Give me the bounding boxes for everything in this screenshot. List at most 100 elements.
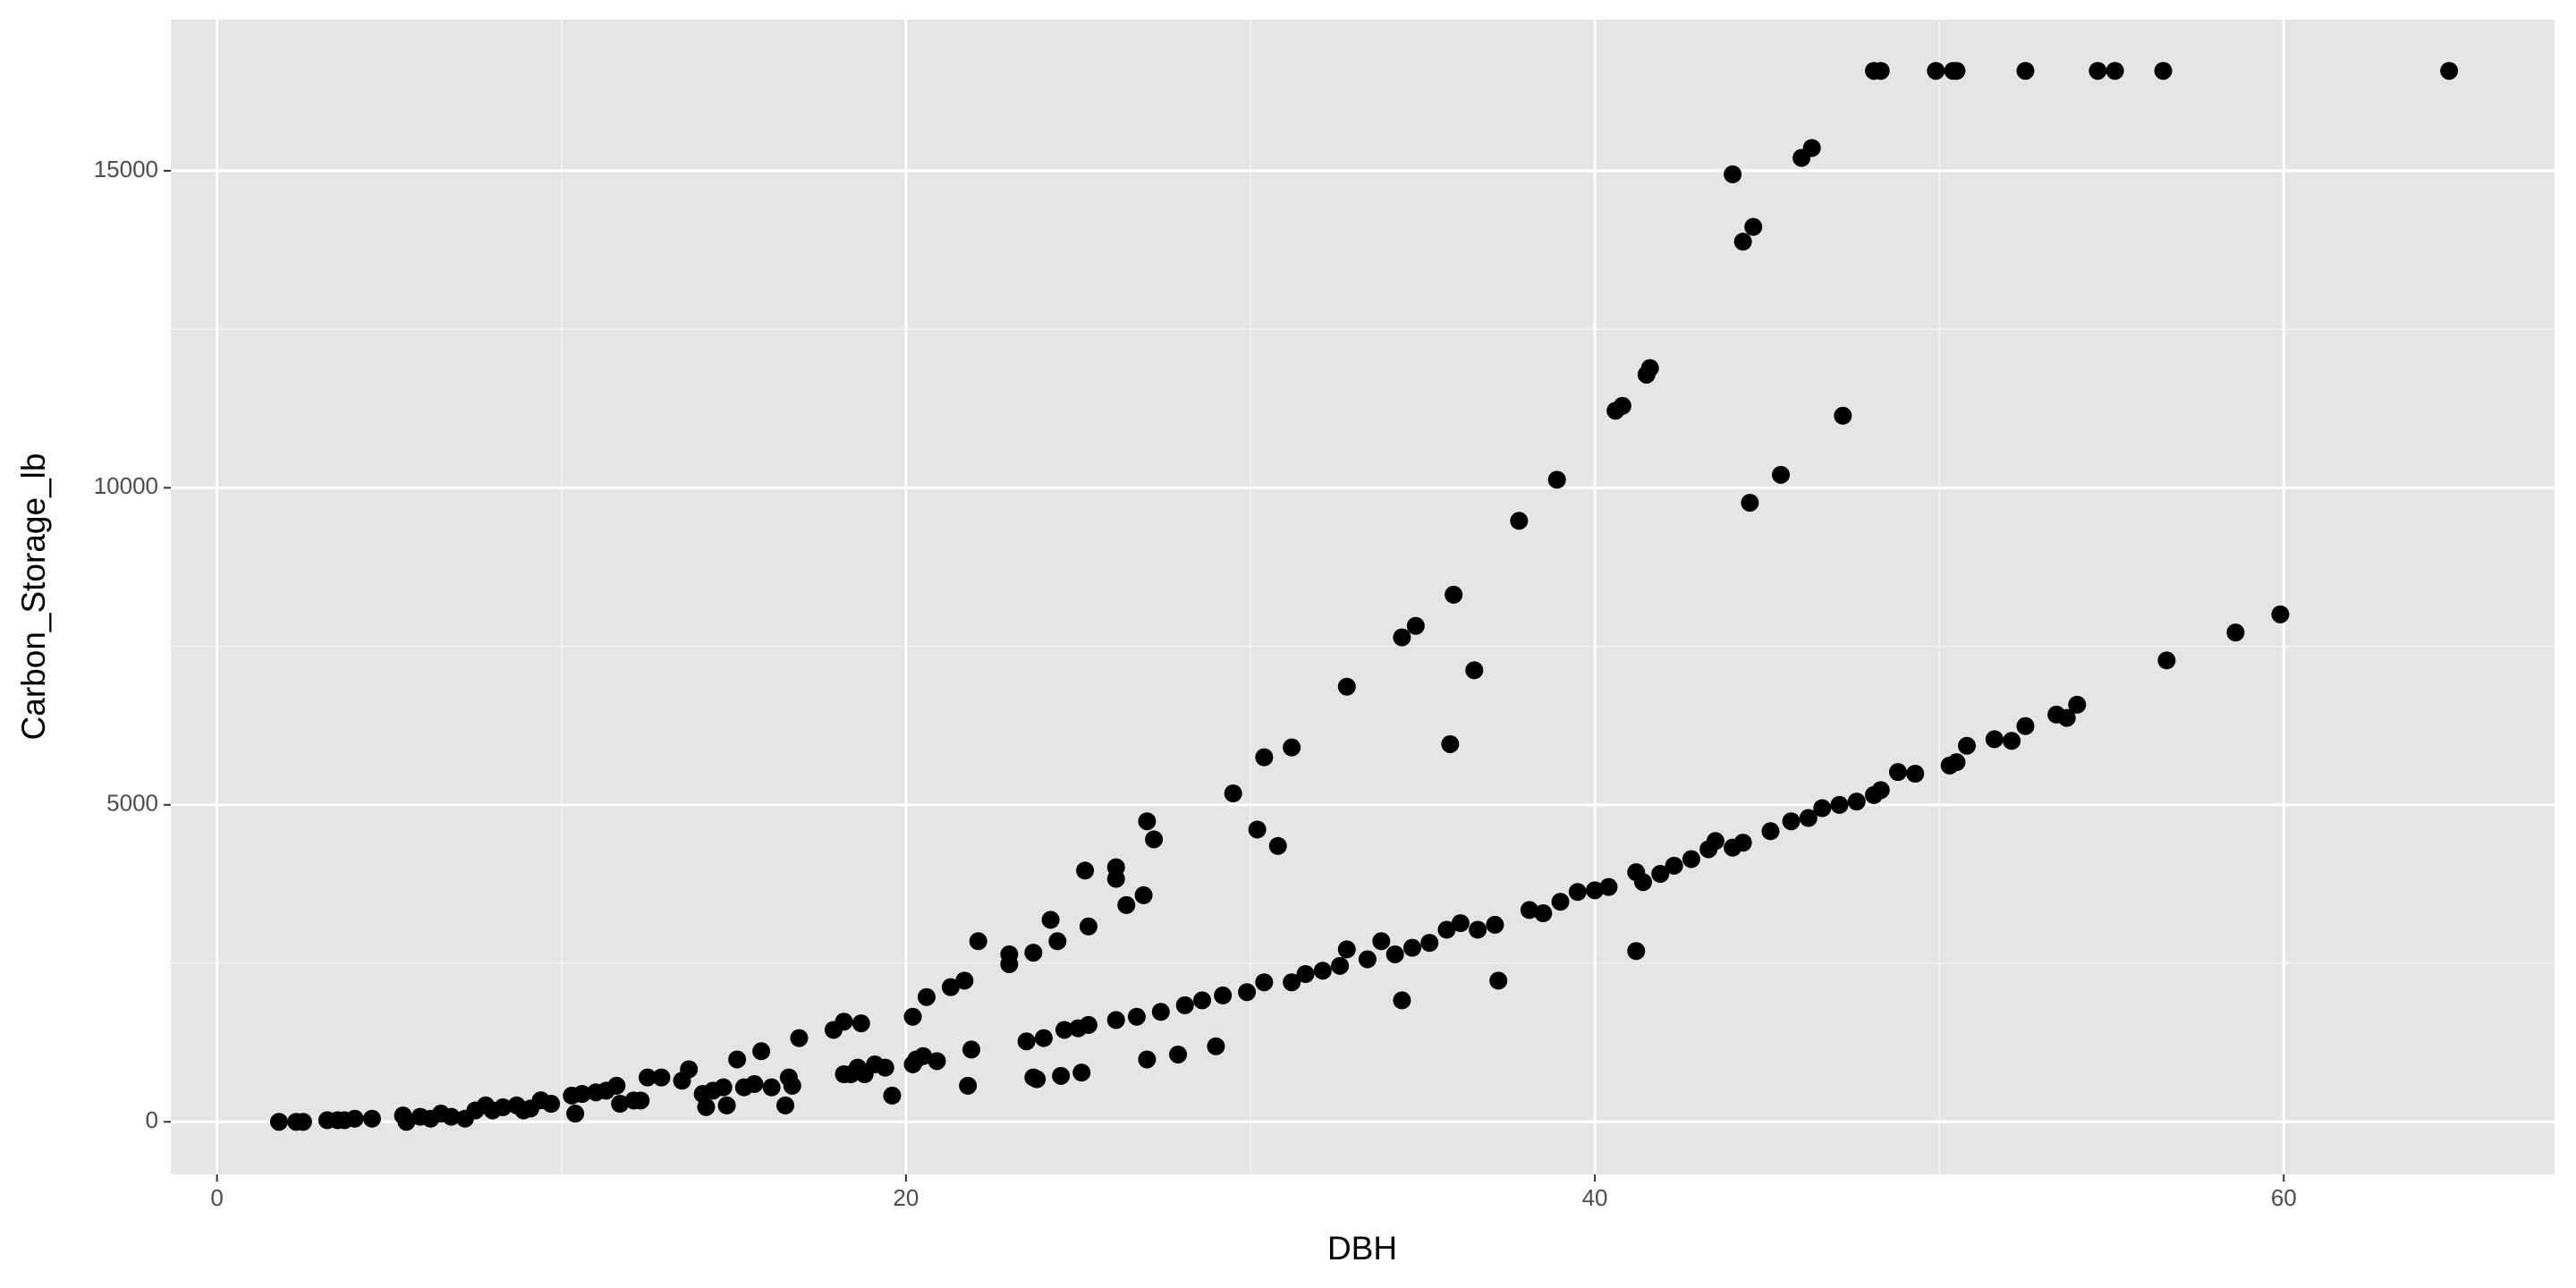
point [1551, 893, 1570, 911]
point [1337, 940, 1356, 959]
point [1586, 881, 1605, 900]
point [2068, 695, 2087, 714]
point [1802, 139, 1821, 157]
x-tick-label: 60 [2271, 1184, 2297, 1211]
y-axis-title: Carbon_Storage_lb [15, 453, 52, 741]
point [1134, 886, 1153, 904]
point [1358, 950, 1377, 969]
point [969, 932, 987, 951]
point [2057, 708, 2076, 727]
point [1000, 955, 1019, 974]
point [1079, 917, 1097, 936]
point [1640, 359, 1659, 377]
point [1313, 962, 1332, 980]
point [1248, 820, 1267, 839]
point [955, 971, 974, 990]
point [835, 1013, 853, 1031]
point [1465, 661, 1484, 680]
point [1268, 836, 1287, 855]
point [1028, 1070, 1046, 1089]
point [1469, 920, 1487, 939]
point [1441, 734, 1460, 753]
point [1947, 62, 1966, 80]
point [680, 1060, 699, 1079]
point [1547, 470, 1566, 489]
point [1741, 494, 1759, 513]
point [790, 1029, 809, 1047]
point [717, 1096, 736, 1114]
point [652, 1068, 671, 1087]
point [1255, 973, 1274, 992]
x-tick-label: 20 [893, 1184, 919, 1211]
point [1138, 1050, 1157, 1069]
point [1145, 830, 1164, 849]
point [1682, 850, 1700, 869]
point [1486, 915, 1504, 934]
point [1393, 991, 1411, 1010]
point [494, 1097, 513, 1116]
point [1927, 62, 1945, 80]
point [1782, 812, 1801, 831]
point [1724, 165, 1742, 183]
point [1733, 834, 1752, 852]
point [1138, 812, 1157, 831]
point [1510, 512, 1529, 530]
point [1106, 869, 1125, 888]
point [2016, 62, 2035, 80]
point [2016, 716, 2035, 735]
point [1041, 911, 1060, 929]
point [914, 1046, 933, 1065]
point [2003, 732, 2021, 750]
point [1283, 738, 1301, 757]
point [2157, 651, 2176, 670]
point [1151, 1003, 1170, 1021]
point [1985, 730, 2004, 749]
point [2154, 62, 2173, 80]
point [362, 1109, 381, 1128]
point [542, 1095, 561, 1114]
point [1214, 986, 1233, 1004]
point [776, 1096, 795, 1114]
point [1834, 406, 1852, 425]
point [639, 1068, 657, 1087]
point [1079, 1015, 1097, 1034]
point [941, 978, 960, 996]
point [1888, 763, 1907, 782]
point [959, 1076, 978, 1095]
point [293, 1113, 312, 1131]
y-tick-label: 10000 [94, 472, 158, 499]
point [1744, 217, 1763, 236]
point [1017, 1032, 1036, 1051]
point [1627, 942, 1646, 961]
point [2271, 605, 2290, 623]
x-tick-label: 0 [210, 1184, 223, 1211]
point [1813, 799, 1832, 818]
point [269, 1113, 288, 1131]
point [1830, 795, 1849, 814]
point [1193, 991, 1212, 1010]
point [1651, 864, 1670, 883]
point [1238, 983, 1257, 1002]
point [1906, 764, 1925, 783]
point [1224, 784, 1242, 803]
panel [171, 20, 2555, 1174]
point [1613, 396, 1631, 415]
point [1255, 748, 1274, 767]
point [1385, 945, 1404, 963]
point [566, 1105, 585, 1123]
point [1520, 901, 1538, 919]
point [962, 1040, 981, 1059]
point [1372, 932, 1391, 951]
point [397, 1113, 416, 1131]
point [1117, 895, 1136, 914]
y-tick-label: 5000 [106, 790, 158, 817]
point [1337, 677, 1356, 696]
point [1106, 1011, 1125, 1030]
point [1207, 1037, 1225, 1055]
point [1437, 920, 1456, 939]
point [1127, 1007, 1146, 1026]
point [876, 1058, 894, 1077]
point [1420, 934, 1439, 953]
point [1847, 792, 1866, 811]
